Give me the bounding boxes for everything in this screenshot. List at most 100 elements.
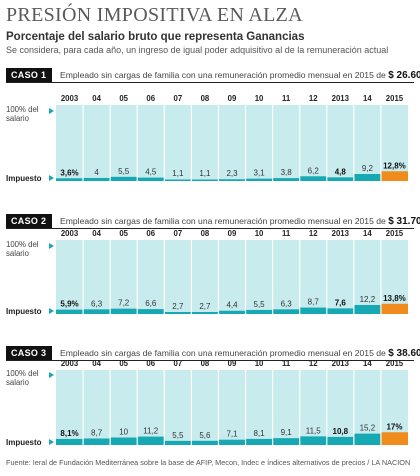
bar-value-label: 4,4 <box>226 301 238 310</box>
year-label: 11 <box>282 359 291 368</box>
case-2-header: CASO 2 Empleado sin cargas de familia co… <box>6 214 420 230</box>
year-label: 2015 <box>386 229 404 238</box>
bar <box>299 436 327 445</box>
bar <box>272 438 300 445</box>
year-label: 2013 <box>332 359 350 368</box>
case-1-amount: $ 26.600 <box>388 70 420 81</box>
bar-value-label: 2,7 <box>199 302 211 311</box>
bar <box>110 176 138 181</box>
bar-value-label: 5,5 <box>118 167 130 176</box>
year-label: 09 <box>228 94 237 103</box>
bar-value-label: 4 <box>94 168 99 177</box>
bar <box>56 438 84 445</box>
case-1-badge: CASO 1 <box>6 68 53 82</box>
year-label: 05 <box>119 359 128 368</box>
case-3-chart: 2003 04 05 06 07 08 09 10 11 12 2013 14 2015 8,1% 8,7 1… <box>56 359 408 445</box>
case-1-bottom-label: Impuesto <box>6 174 42 183</box>
case-1-description: Empleado sin cargas de familia con una r… <box>60 70 420 81</box>
bar <box>353 174 381 181</box>
bar <box>272 178 300 181</box>
bar <box>137 177 165 181</box>
case-2-description: Empleado sin cargas de familia con una r… <box>60 216 420 227</box>
year-label: 12 <box>309 359 318 368</box>
bar <box>83 177 111 181</box>
case-1-panel: CASO 1 Empleado sin cargas de familia co… <box>0 68 420 190</box>
bar <box>299 307 327 314</box>
case-3-description: Empleado sin cargas de familia con una r… <box>60 348 420 359</box>
bar-value-label: 6,2 <box>308 166 320 175</box>
bar-value-label: 9,2 <box>362 164 374 173</box>
case-2-bottom-label: Impuesto <box>6 307 42 316</box>
bar-value-label: 10,8 <box>333 427 349 436</box>
bar <box>326 308 354 314</box>
year-label: 14 <box>363 229 372 238</box>
bar <box>218 439 246 445</box>
year-label: 04 <box>92 229 101 238</box>
year-label: 05 <box>119 229 128 238</box>
bar-value-label: 3,1 <box>254 169 266 178</box>
year-label: 07 <box>174 94 183 103</box>
bar <box>191 179 219 181</box>
year-label: 08 <box>201 359 210 368</box>
year-label: 2003 <box>61 229 79 238</box>
bar-value-label: 12,8% <box>383 161 406 170</box>
bar-value-label: 4,8 <box>335 167 347 176</box>
bar <box>218 179 246 181</box>
year-label: 14 <box>363 94 372 103</box>
bar-value-label: 5,5 <box>172 431 184 440</box>
bar <box>380 303 408 314</box>
case-3-desc-text: Empleado sin cargas de familia con una r… <box>60 348 386 358</box>
case-1-rule <box>6 82 414 83</box>
year-label: 04 <box>92 94 101 103</box>
bar-value-label: 4,5 <box>145 168 157 177</box>
bar-value-label: 7,6 <box>335 298 347 307</box>
bar-value-label: 15,2 <box>360 424 376 433</box>
bar <box>245 438 273 445</box>
bar <box>191 440 219 445</box>
bar <box>164 312 192 314</box>
bar-value-label: 5,6 <box>199 431 211 440</box>
bar <box>110 308 138 314</box>
year-label: 10 <box>255 94 264 103</box>
case-1-chart: 2003 04 05 06 07 08 09 10 11 12 2013 14 2015 3,6% 4 5,5… <box>56 94 408 181</box>
case-3-rule <box>6 360 414 361</box>
bar-value-label: 17% <box>386 422 402 431</box>
year-label: 07 <box>174 359 183 368</box>
case-3-header: CASO 3 Empleado sin cargas de familia co… <box>6 346 420 362</box>
case-1-desc-text: Empleado sin cargas de familia con una r… <box>60 70 386 80</box>
bar <box>164 179 192 181</box>
bar-value-label: 3,8 <box>281 168 293 177</box>
plot-background <box>56 370 408 445</box>
case-3-top-arrow-icon <box>49 372 54 378</box>
bar-value-label: 13,8% <box>383 294 406 303</box>
bar <box>353 304 381 314</box>
bar <box>272 309 300 314</box>
bar <box>326 436 354 445</box>
year-label: 08 <box>201 229 210 238</box>
bar-value-label: 6,3 <box>91 299 103 308</box>
year-label: 12 <box>309 94 318 103</box>
bar-value-label: 10 <box>119 428 128 437</box>
case-2-badge: CASO 2 <box>6 214 53 228</box>
chart-subtitle: Porcentaje del salario bruto que represe… <box>6 31 305 43</box>
bar-value-label: 9,1 <box>281 428 293 437</box>
year-label: 11 <box>282 229 291 238</box>
case-2-amount: $ 31.700 <box>388 216 420 227</box>
bar-value-label: 11,5 <box>306 426 322 435</box>
bar-value-label: 3,6% <box>60 168 78 177</box>
bar-value-label: 8,7 <box>91 428 103 437</box>
case-3-top-label: 100% del salario <box>6 369 39 387</box>
year-label: 2015 <box>386 94 404 103</box>
case-2-top-label: 100% del salario <box>6 240 39 258</box>
bar-value-label: 2,7 <box>172 302 184 311</box>
bar-value-label: 2,3 <box>226 169 238 178</box>
case-3-panel: CASO 3 Empleado sin cargas de familia co… <box>0 346 420 456</box>
bar <box>83 438 111 445</box>
year-label: 05 <box>119 94 128 103</box>
bar <box>83 309 111 314</box>
case-1-top-label: 100% del salario <box>6 105 39 123</box>
year-label: 10 <box>255 359 264 368</box>
year-label: 04 <box>92 359 101 368</box>
case-3-bottom-arrow-icon <box>49 439 54 445</box>
bar <box>380 171 408 181</box>
